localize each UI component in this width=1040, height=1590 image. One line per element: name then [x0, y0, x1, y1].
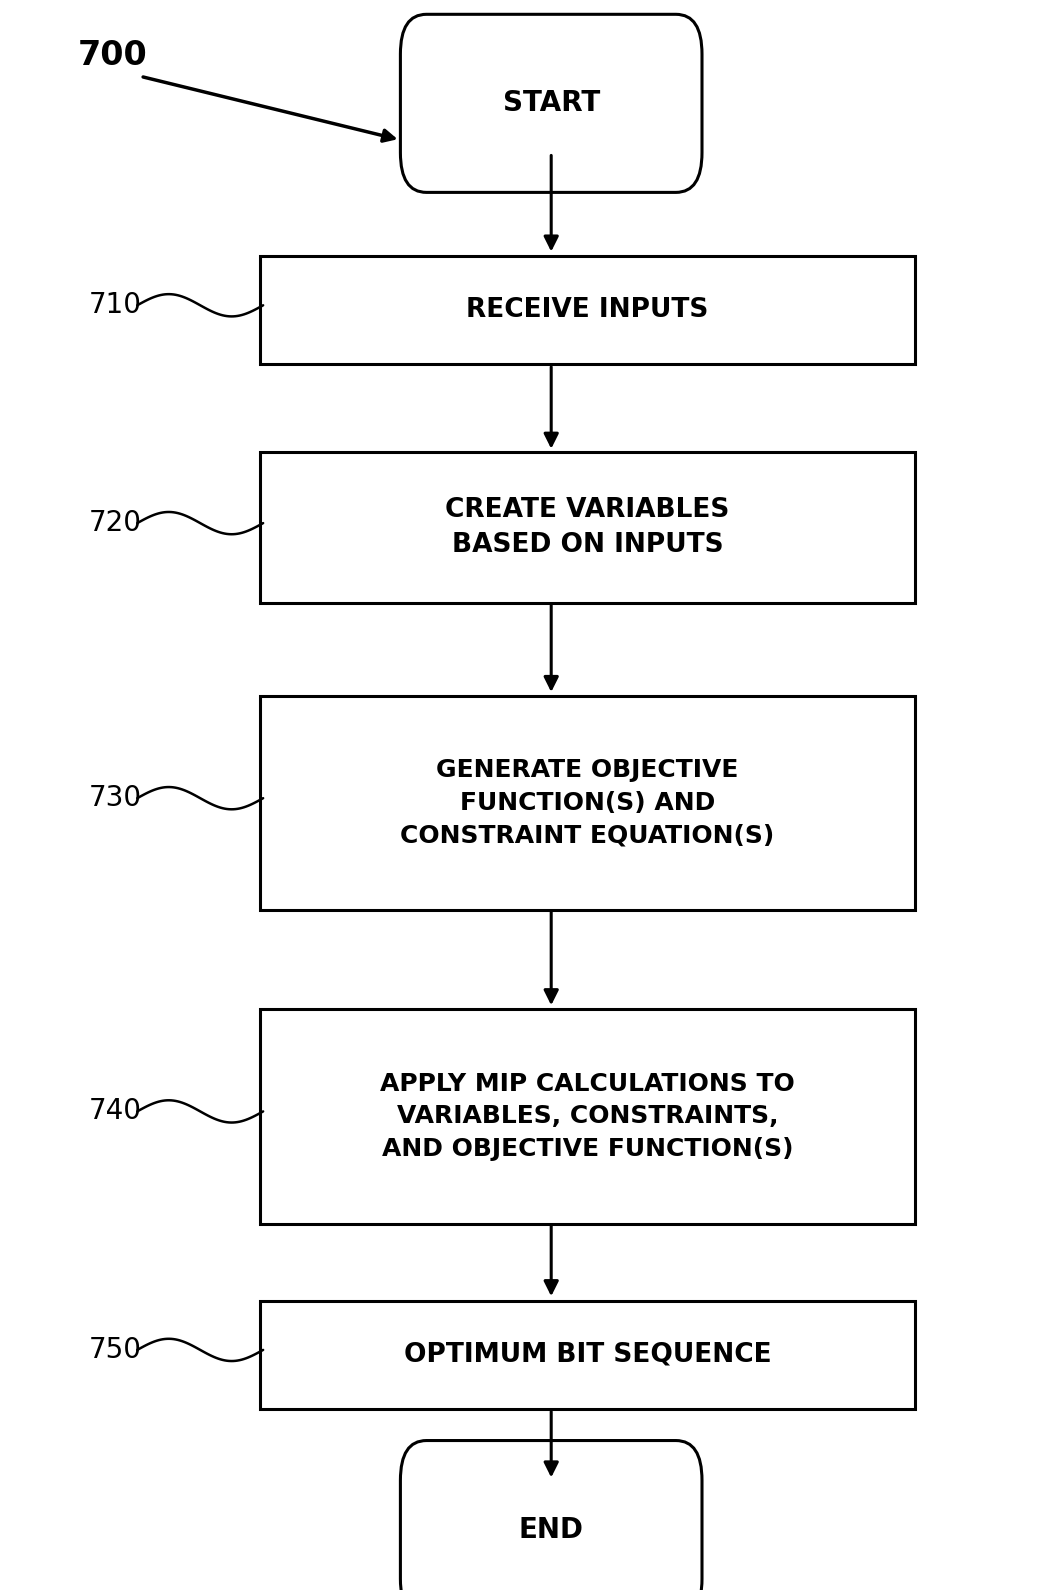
Text: 720: 720: [88, 509, 141, 537]
Bar: [260, 696, 915, 909]
Text: OPTIMUM BIT SEQUENCE: OPTIMUM BIT SEQUENCE: [404, 1342, 772, 1367]
Bar: [260, 453, 915, 604]
Text: CREATE VARIABLES
BASED ON INPUTS: CREATE VARIABLES BASED ON INPUTS: [445, 498, 730, 558]
FancyBboxPatch shape: [400, 1441, 702, 1590]
Bar: [260, 1010, 915, 1224]
Text: RECEIVE INPUTS: RECEIVE INPUTS: [466, 297, 709, 323]
Text: APPLY MIP CALCULATIONS TO
VARIABLES, CONSTRAINTS,
AND OBJECTIVE FUNCTION(S): APPLY MIP CALCULATIONS TO VARIABLES, CON…: [381, 1072, 795, 1161]
Text: 750: 750: [88, 1336, 141, 1364]
Text: END: END: [519, 1515, 583, 1544]
Bar: [260, 256, 915, 364]
FancyBboxPatch shape: [400, 14, 702, 192]
Text: GENERATE OBJECTIVE
FUNCTION(S) AND
CONSTRAINT EQUATION(S): GENERATE OBJECTIVE FUNCTION(S) AND CONST…: [400, 758, 775, 847]
Text: 710: 710: [88, 291, 141, 320]
Text: 740: 740: [88, 1097, 141, 1126]
Text: START: START: [502, 89, 600, 118]
Text: 700: 700: [78, 40, 148, 72]
Bar: [260, 1301, 915, 1409]
Text: 730: 730: [88, 784, 141, 812]
